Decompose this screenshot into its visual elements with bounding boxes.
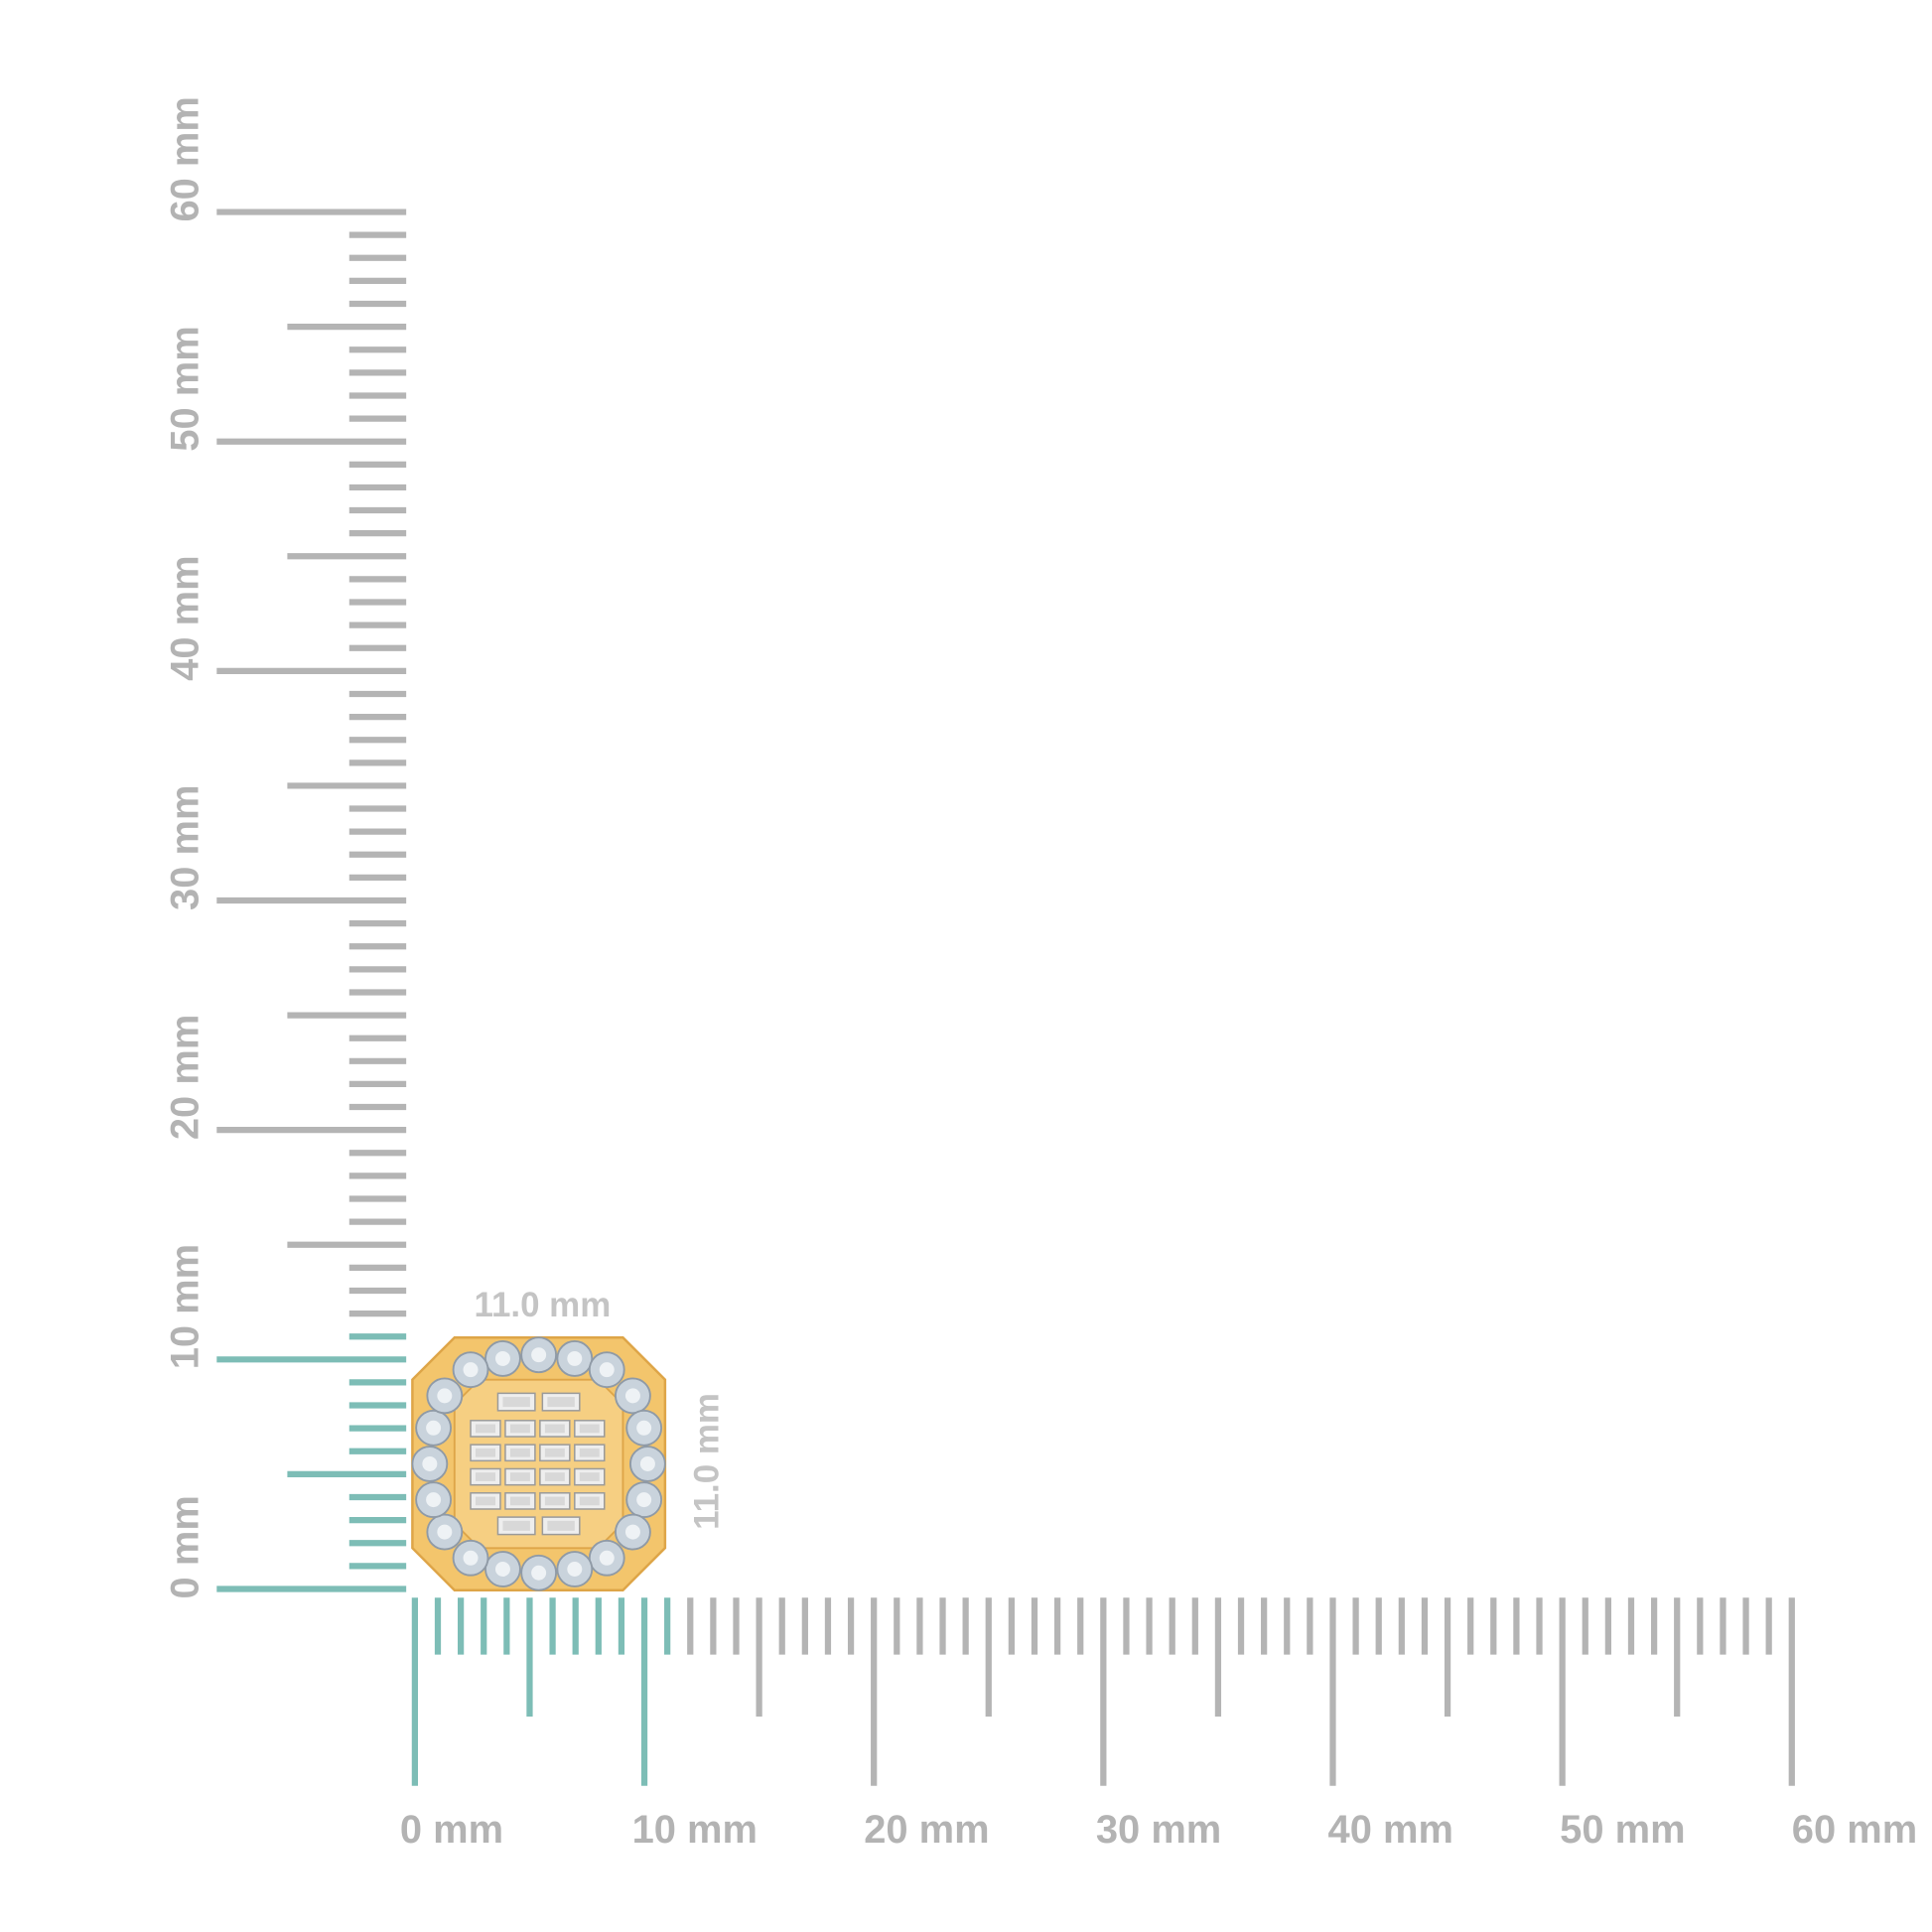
- baguette-facet: [547, 1520, 575, 1531]
- horizontal-ruler: [411, 1597, 1795, 1786]
- baguette-facet: [544, 1424, 565, 1434]
- baguette-facet: [544, 1448, 565, 1457]
- horizontal-label-40: 40 mm: [1328, 1808, 1453, 1852]
- diamond-facet: [636, 1420, 652, 1436]
- baguette-facet: [476, 1424, 495, 1434]
- baguette-facet: [502, 1520, 530, 1531]
- baguette-facet: [476, 1496, 495, 1506]
- horizontal-label-30: 30 mm: [1096, 1808, 1221, 1852]
- horizontal-label-50: 50 mm: [1560, 1808, 1685, 1852]
- diamond-facet: [567, 1562, 583, 1577]
- baguette-facet: [579, 1424, 600, 1434]
- vertical-label-60: 60 mm: [164, 96, 207, 221]
- horizontal-label-20: 20 mm: [864, 1808, 989, 1852]
- earring-image: [411, 1335, 667, 1591]
- vertical-label-50: 50 mm: [164, 326, 207, 451]
- horizontal-label-0: 0 mm: [400, 1808, 503, 1852]
- diamond-facet: [463, 1550, 479, 1566]
- diamond-facet: [624, 1388, 640, 1404]
- horizontal-label-10: 10 mm: [632, 1808, 758, 1852]
- baguette-facet: [579, 1496, 600, 1506]
- baguette-facet: [579, 1448, 600, 1457]
- vertical-label-30: 30 mm: [164, 785, 207, 910]
- diamond-facet: [599, 1550, 615, 1566]
- baguette-facet: [509, 1496, 530, 1506]
- diamond-facet: [567, 1350, 583, 1366]
- baguette-facet: [579, 1472, 600, 1481]
- diamond-facet: [426, 1492, 442, 1508]
- diamond-facet: [422, 1455, 438, 1471]
- diamond-facet: [531, 1565, 547, 1581]
- diamond-facet: [463, 1362, 479, 1378]
- diamond-facet: [639, 1455, 655, 1471]
- diamond-facet: [599, 1362, 615, 1378]
- height-dimension-label: 11.0 mm: [688, 1393, 727, 1530]
- inner-octagon: [453, 1378, 624, 1550]
- baguette-facet: [509, 1472, 530, 1481]
- baguette-facet: [547, 1397, 575, 1408]
- vertical-label-40: 40 mm: [164, 555, 207, 680]
- width-dimension-label: 11.0 mm: [474, 1286, 611, 1324]
- baguette-facet: [476, 1472, 495, 1481]
- diamond-facet: [494, 1562, 510, 1577]
- horizontal-ruler-labels: 0 mm 10 mm 20 mm 30 mm 40 mm 50 mm 60 mm: [400, 1808, 1917, 1852]
- baguette-facet: [502, 1397, 530, 1408]
- diamond-facet: [624, 1524, 640, 1540]
- diamond-facet: [426, 1420, 442, 1436]
- vertical-ruler: [216, 208, 407, 1592]
- vertical-ruler-labels: 0 mm 10 mm 20 mm 30 mm 40 mm 50 mm 60 mm: [164, 96, 207, 1598]
- baguette-facet: [476, 1448, 495, 1457]
- baguette-facet: [509, 1424, 530, 1434]
- horizontal-label-60: 60 mm: [1792, 1808, 1917, 1852]
- baguette-facet: [544, 1472, 565, 1481]
- diamond-facet: [636, 1492, 652, 1508]
- diamond-facet: [531, 1347, 547, 1363]
- baguette-facet: [544, 1496, 565, 1506]
- baguette-facet: [509, 1448, 530, 1457]
- vertical-label-20: 20 mm: [164, 1015, 207, 1140]
- diamond-facet: [437, 1388, 453, 1404]
- diamond-facet: [494, 1350, 510, 1366]
- vertical-label-10: 10 mm: [164, 1244, 207, 1369]
- vertical-label-0: 0 mm: [164, 1495, 207, 1598]
- diamond-facet: [437, 1524, 453, 1540]
